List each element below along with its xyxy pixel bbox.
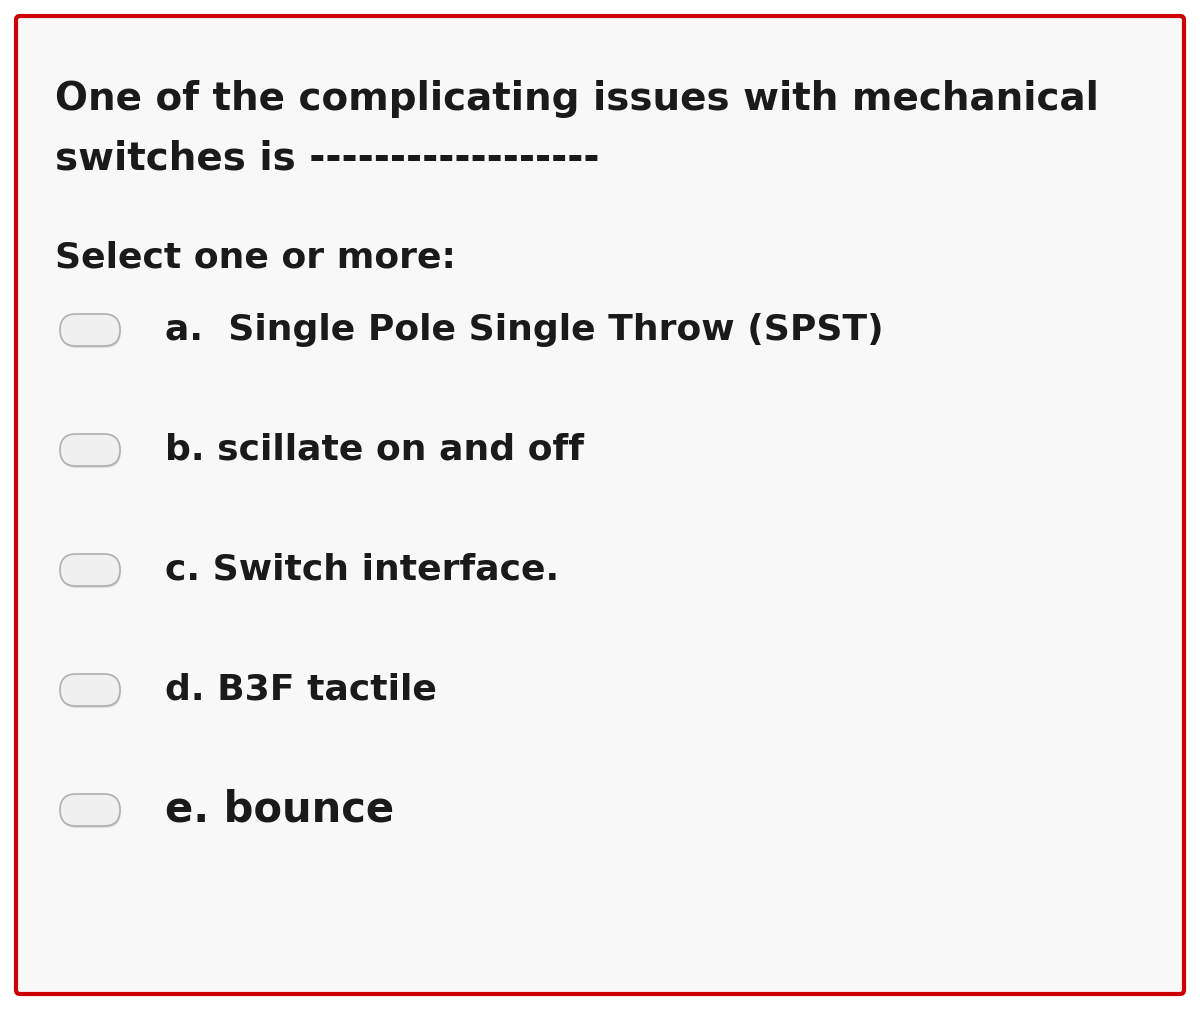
- Text: b. scillate on and off: b. scillate on and off: [166, 433, 584, 467]
- FancyBboxPatch shape: [61, 676, 121, 708]
- Text: d. B3F tactile: d. B3F tactile: [166, 673, 437, 707]
- FancyBboxPatch shape: [61, 436, 121, 468]
- FancyBboxPatch shape: [60, 314, 120, 346]
- Text: a.  Single Pole Single Throw (SPST): a. Single Pole Single Throw (SPST): [166, 313, 883, 347]
- FancyBboxPatch shape: [61, 796, 121, 828]
- FancyBboxPatch shape: [60, 554, 120, 586]
- FancyBboxPatch shape: [60, 674, 120, 706]
- Text: c. Switch interface.: c. Switch interface.: [166, 553, 559, 587]
- FancyBboxPatch shape: [60, 794, 120, 826]
- FancyBboxPatch shape: [16, 16, 1184, 994]
- FancyBboxPatch shape: [61, 556, 121, 588]
- Text: e. bounce: e. bounce: [166, 789, 394, 831]
- Text: switches is ------------------: switches is ------------------: [55, 140, 600, 178]
- FancyBboxPatch shape: [61, 316, 121, 348]
- Text: One of the complicating issues with mechanical: One of the complicating issues with mech…: [55, 80, 1099, 118]
- Text: Select one or more:: Select one or more:: [55, 240, 456, 274]
- FancyBboxPatch shape: [60, 434, 120, 466]
